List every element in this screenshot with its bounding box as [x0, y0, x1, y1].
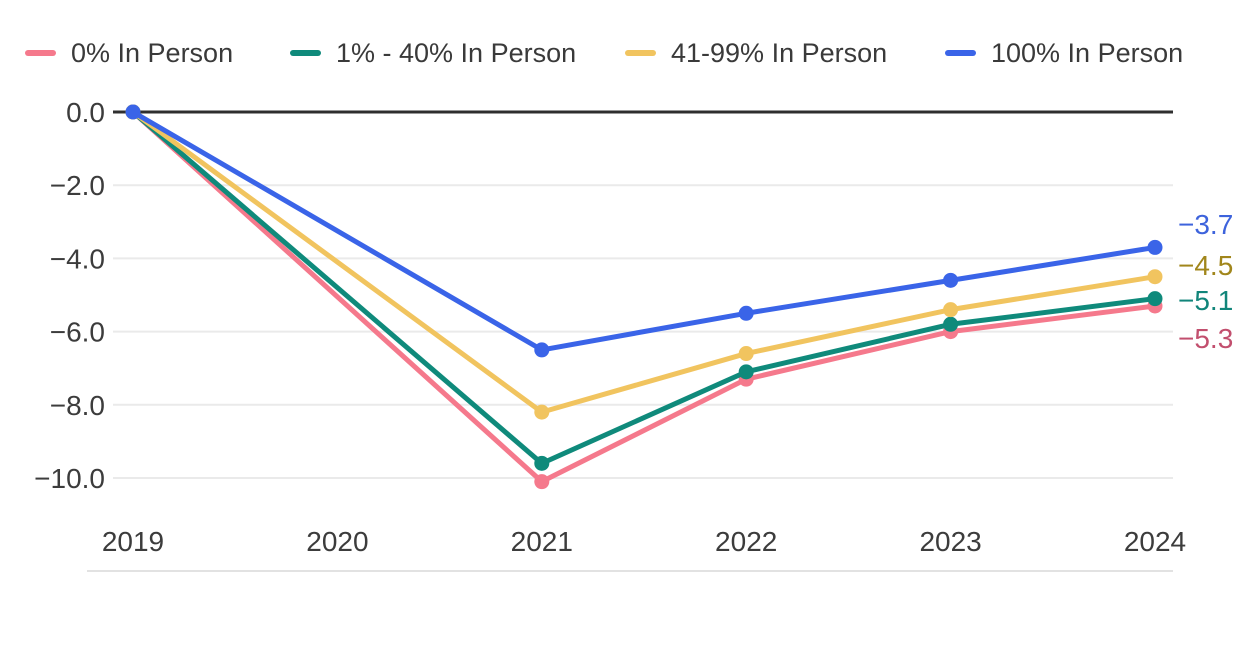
series-line [130, 109, 1158, 353]
legend-item: 100% In Person [945, 38, 1183, 68]
legend-swatch-icon [290, 50, 321, 56]
end-value-label: −5.3 [1178, 323, 1233, 354]
legend-item: 0% In Person [25, 38, 233, 68]
x-tick-label: 2024 [1124, 526, 1186, 557]
legend-label: 41-99% In Person [671, 38, 888, 68]
legend-swatch-icon [25, 50, 56, 56]
data-point[interactable] [1147, 239, 1163, 255]
series-line [130, 109, 1158, 466]
y-tick-label: −6.0 [50, 317, 105, 348]
legend-label: 0% In Person [71, 38, 234, 68]
data-point[interactable] [534, 404, 550, 420]
series-line [130, 109, 1158, 485]
data-point[interactable] [738, 346, 754, 362]
y-tick-label: −8.0 [50, 390, 105, 421]
end-value-label: −4.5 [1178, 250, 1233, 281]
data-point[interactable] [738, 364, 754, 380]
data-point[interactable] [534, 342, 550, 358]
series-line [130, 109, 1158, 415]
data-point[interactable] [943, 272, 959, 288]
data-point[interactable] [534, 474, 550, 490]
legend-label: 100% In Person [991, 38, 1184, 68]
data-point[interactable] [943, 302, 959, 318]
y-tick-label: −2.0 [50, 170, 105, 201]
data-point[interactable] [1147, 269, 1163, 285]
y-tick-label: −4.0 [50, 243, 105, 274]
x-tick-label: 2023 [919, 526, 981, 557]
legend-swatch-icon [945, 50, 976, 56]
legend: 0% In Person 1% - 40% In Person 41-99% In … [0, 0, 1260, 86]
y-tick-label: 0.0 [66, 97, 105, 128]
end-value-label: −3.7 [1178, 209, 1233, 240]
legend-swatch-icon [625, 50, 656, 56]
end-value-label: −5.1 [1178, 285, 1233, 316]
y-tick-label: −10.0 [34, 463, 105, 494]
x-tick-label: 2022 [715, 526, 777, 557]
legend-item: 41-99% In Person [625, 38, 887, 68]
x-tick-label: 2021 [511, 526, 573, 557]
data-point[interactable] [738, 305, 754, 321]
x-tick-label: 2020 [306, 526, 368, 557]
data-point[interactable] [125, 104, 141, 120]
data-point[interactable] [943, 316, 959, 332]
legend-label: 1% - 40% In Person [336, 38, 577, 68]
data-point[interactable] [1147, 291, 1163, 307]
x-tick-label: 2019 [102, 526, 164, 557]
data-point[interactable] [534, 455, 550, 471]
legend-item: 1% - 40% In Person [290, 38, 576, 68]
